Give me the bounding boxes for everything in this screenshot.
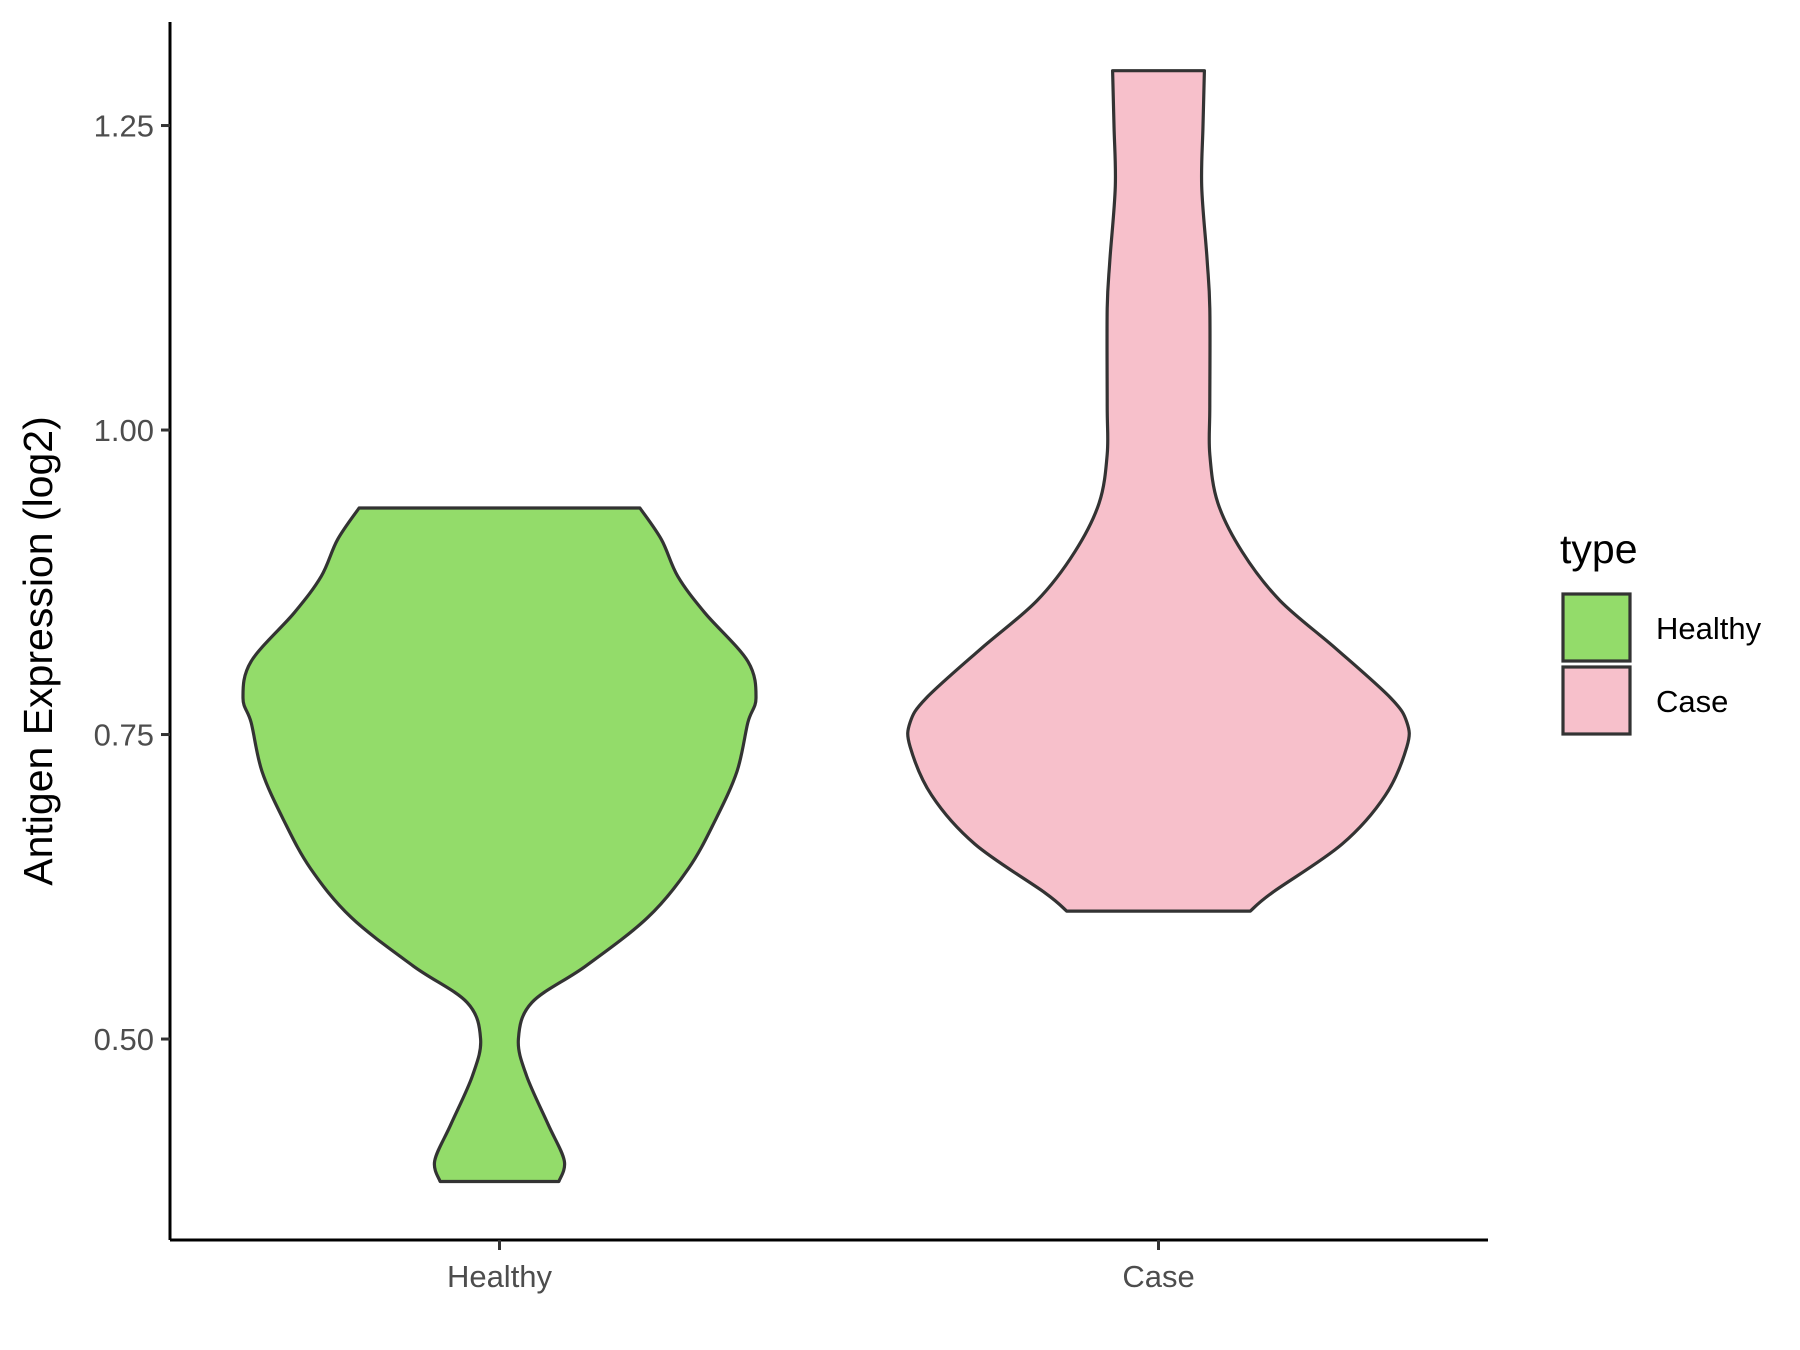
legend-label: Case <box>1656 684 1728 719</box>
x-tick-label: Case <box>1122 1259 1194 1294</box>
legend-entries: Healthy Case <box>1561 592 1762 736</box>
legend-key-healthy <box>1561 592 1632 663</box>
y-tick-label: 0.75 <box>94 718 154 753</box>
y-tick-label: 0.50 <box>94 1022 154 1057</box>
y-tick-label: 1.00 <box>94 413 154 448</box>
y-axis-ticks: 0.50 0.75 1.00 1.25 <box>94 109 170 1057</box>
violin-layer <box>241 69 1411 1184</box>
legend-label: Healthy <box>1656 611 1762 646</box>
legend-key-case <box>1561 665 1632 736</box>
legend: type Healthy Case <box>1560 526 1762 736</box>
y-tick-label: 1.25 <box>94 109 154 144</box>
violin-case <box>906 69 1411 913</box>
violin-healthy <box>241 506 758 1184</box>
x-tick-label: Healthy <box>447 1259 553 1294</box>
x-axis-ticks: Healthy Case <box>447 1240 1195 1294</box>
y-axis-title: Antigen Expression (log2) <box>15 416 61 885</box>
legend-title: type <box>1560 526 1638 572</box>
